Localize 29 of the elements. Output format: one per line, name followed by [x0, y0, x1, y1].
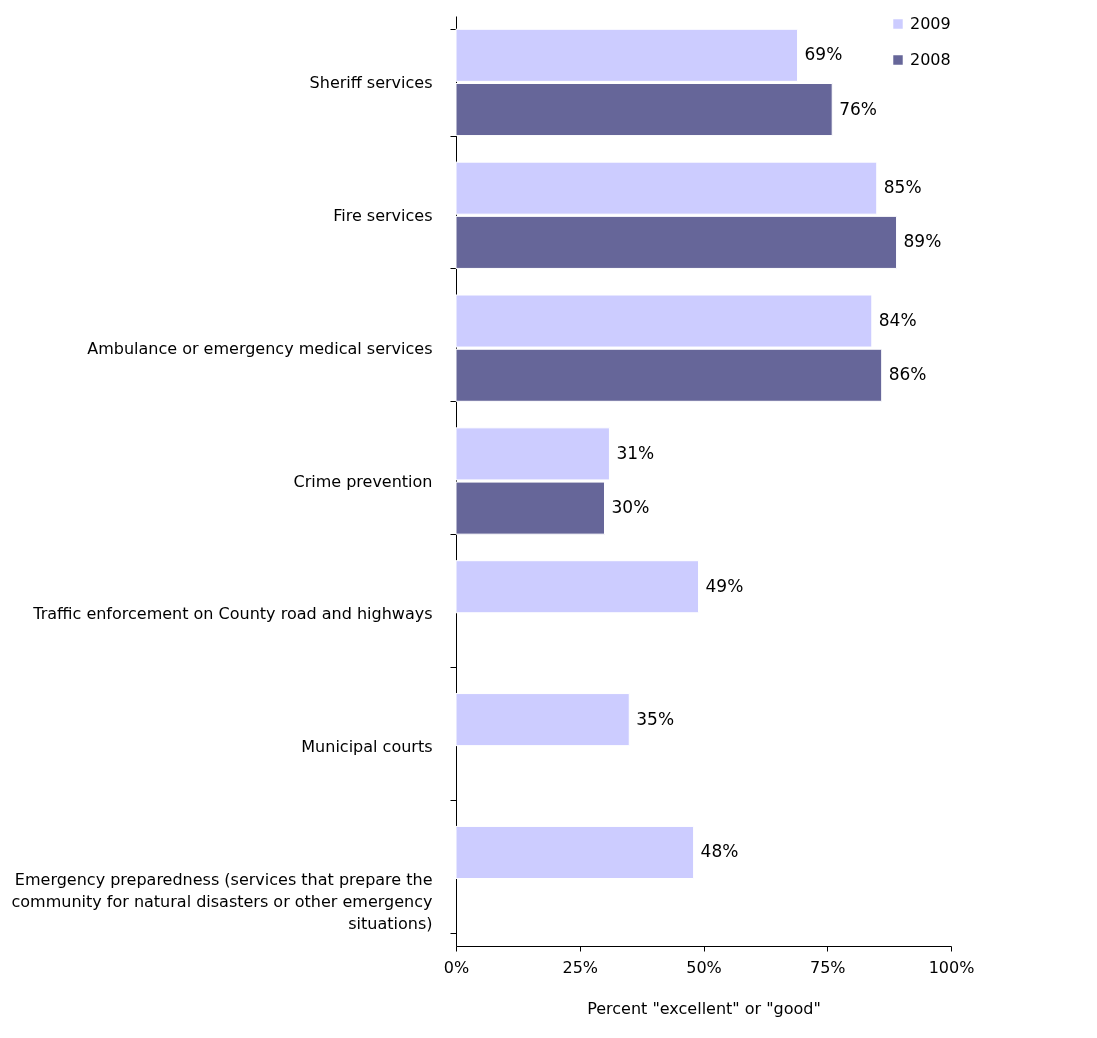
y-tick-label: Sheriff services — [309, 72, 433, 92]
bar — [455, 560, 700, 614]
y-tick-label: Fire services — [333, 205, 433, 225]
x-tick-label: 50% — [686, 957, 722, 977]
x-axis-title: Percent "excellent" or "good" — [587, 998, 821, 1018]
legend-label: 2009 — [910, 14, 951, 33]
x-tick-label: 75% — [809, 957, 846, 977]
x-tick-label: 100% — [928, 957, 975, 977]
y-tick-label: Emergency preparedness (services that prepare the community for natural disasters or other emergency situations) — [11, 870, 433, 934]
y-tick-label: Ambulance or emergency medical services — [87, 338, 433, 358]
bar — [455, 825, 695, 879]
data-label: 86% — [888, 364, 927, 385]
y-tick-label: Traffic enforcement on County road and highways — [32, 604, 433, 624]
data-label: 31% — [616, 442, 655, 463]
data-label: 89% — [903, 231, 942, 252]
data-label: 76% — [839, 98, 877, 119]
y-tick-label: Municipal courts — [301, 737, 433, 757]
data-label: 49% — [705, 575, 744, 596]
data-label: 69% — [804, 44, 843, 65]
data-label: 30% — [611, 497, 650, 518]
x-tick-label: 0% — [443, 957, 470, 977]
data-label: 85% — [883, 177, 922, 198]
y-tick-label: Crime prevention — [293, 471, 433, 491]
data-label: 35% — [636, 708, 675, 729]
legend-label: 2008 — [910, 50, 951, 69]
data-label: 48% — [700, 841, 739, 862]
data-label: 84% — [878, 310, 917, 331]
x-tick-label: 25% — [562, 957, 599, 977]
bar — [455, 693, 630, 747]
